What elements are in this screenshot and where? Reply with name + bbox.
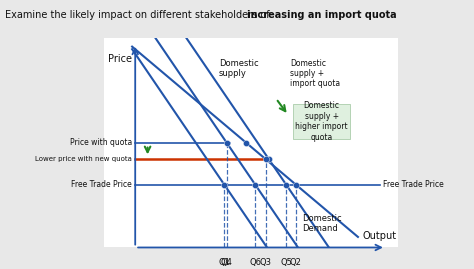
Text: Q6: Q6 [249,258,261,267]
Text: increasing an import quota: increasing an import quota [247,10,397,20]
Text: Domestic
supply: Domestic supply [219,59,258,78]
FancyBboxPatch shape [293,104,350,139]
Text: Q4: Q4 [221,258,233,267]
Text: Examine the likely impact on different stakeholders of: Examine the likely impact on different s… [5,10,273,20]
Text: Free Trade Price: Free Trade Price [383,180,444,189]
Text: Q3: Q3 [260,258,272,267]
Text: Domestic
Demand: Domestic Demand [302,214,342,233]
Text: Output: Output [363,231,397,241]
Text: Domestic
supply +
higher import
quota: Domestic supply + higher import quota [295,101,348,142]
Text: Price with quota: Price with quota [70,138,132,147]
Text: Q2: Q2 [290,258,302,267]
Text: Price: Price [108,54,132,65]
Text: Q5: Q5 [280,258,292,267]
Text: Q1: Q1 [218,258,230,267]
Text: Lower price with new quota: Lower price with new quota [35,156,132,162]
Text: Free Trade Price: Free Trade Price [72,180,132,189]
Text: Domestic
supply +
import quota: Domestic supply + import quota [290,59,340,89]
